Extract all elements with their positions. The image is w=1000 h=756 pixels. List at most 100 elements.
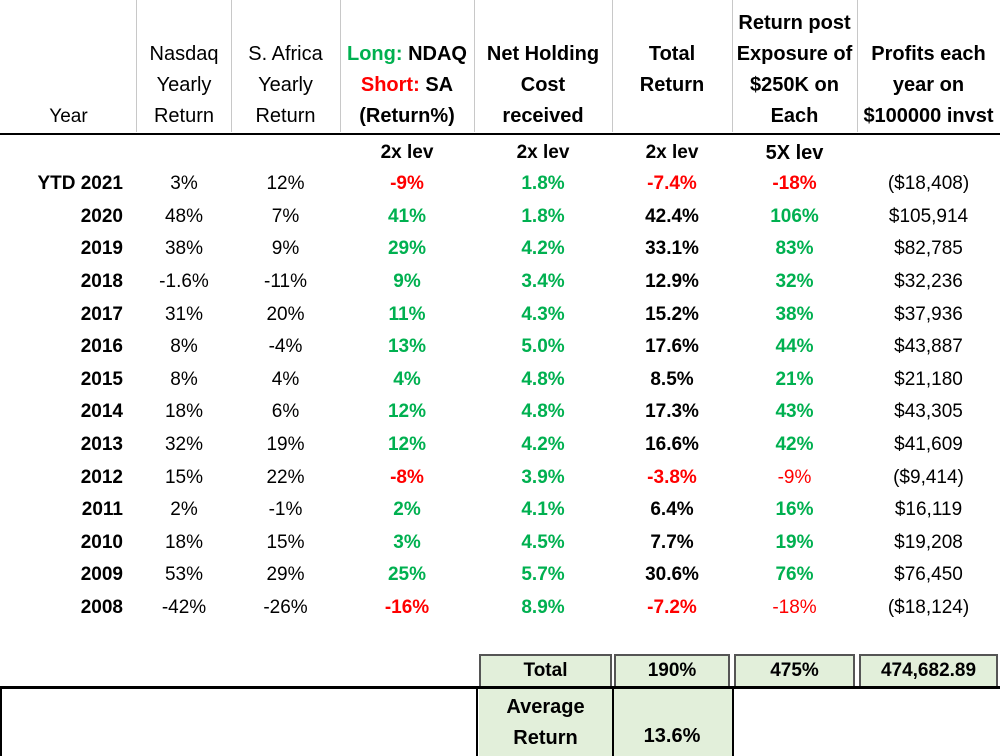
cell-long-short-return: 9% [393, 271, 421, 293]
cell-holding-cost: 4.2% [521, 238, 565, 260]
cell-exposure-return: 21% [775, 368, 814, 390]
cell-safrica-return: 22% [266, 466, 305, 488]
cell-nasdaq-return: 8% [170, 368, 198, 390]
cell-exposure-return: 32% [775, 271, 814, 293]
cell-safrica-return: 19% [266, 434, 305, 456]
cell-nasdaq-return: 32% [164, 434, 204, 456]
cell-nasdaq-return: 18% [164, 531, 204, 553]
cell-holding-cost: 1.8% [521, 205, 565, 227]
cell-total-return: 8.5% [650, 368, 694, 390]
cell-year: 2013 [80, 434, 123, 456]
cell-year: 2014 [80, 401, 123, 423]
cell-safrica-return: 6% [271, 401, 300, 423]
header-divider [340, 0, 341, 132]
cell-year: 2010 [80, 531, 123, 553]
total-label: Total [479, 654, 612, 688]
header-divider [857, 0, 858, 132]
header-profits-line: year on [892, 74, 965, 96]
header-year-label: Year [49, 106, 88, 127]
average-label: Average Return [479, 689, 612, 756]
cell-total-return: 16.6% [645, 434, 699, 456]
cell-safrica-return: 15% [266, 531, 305, 553]
avg-left-border [0, 689, 2, 756]
cell-long-short-return: 13% [387, 336, 427, 358]
header-border [0, 133, 1000, 135]
avg-divider [476, 689, 478, 756]
cell-total-return: -3.8% [647, 466, 697, 488]
sublabel-long-short: 2x lev [380, 142, 434, 163]
cell-safrica-return: 20% [266, 303, 305, 325]
cell-profit: $82,785 [894, 238, 963, 260]
cell-long-short-return: 11% [388, 303, 426, 325]
cell-nasdaq-return: 31% [164, 303, 204, 325]
cell-nasdaq-return: 18% [164, 401, 204, 423]
total-return-sum: 190% [614, 654, 730, 688]
cell-holding-cost: 4.1% [521, 499, 565, 521]
cell-long-short-return: 3% [393, 531, 421, 553]
avg-divider [612, 689, 614, 756]
header-holding-line: Net Holding [486, 43, 600, 65]
cell-exposure-return: 16% [775, 499, 814, 521]
header-holding: Net Holding Cost received [474, 0, 612, 134]
cell-exposure-return: -18% [772, 597, 817, 619]
cell-safrica-return: -1% [268, 499, 303, 521]
header-divider [612, 0, 613, 132]
sublabel-total: 2x lev [645, 142, 699, 163]
header-profits: Profits each year on $100000 invst [857, 0, 1000, 134]
average-value: 13.6% [643, 725, 701, 747]
cell-total-return: 6.4% [650, 499, 694, 521]
cell-profit: $76,450 [894, 564, 963, 586]
cell-nasdaq-return: 8% [170, 336, 198, 358]
header-divider [474, 0, 475, 132]
cell-exposure-return: -18% [772, 173, 817, 195]
cell-safrica-return: -4% [268, 336, 303, 358]
cell-holding-cost: 8.9% [521, 597, 565, 619]
cell-profit: ($9,414) [893, 466, 964, 488]
totals-border [0, 686, 1000, 689]
cell-nasdaq-return: 38% [164, 238, 204, 260]
header-long-short: Long: NDAQ Short: SA (Return%) [340, 0, 474, 134]
header-divider [231, 0, 232, 132]
header-long-line: Long: NDAQ [347, 39, 467, 70]
cell-exposure-return: 38% [775, 303, 814, 325]
cell-holding-cost: 5.7% [521, 564, 565, 586]
cell-safrica-return: 9% [271, 238, 300, 260]
cell-year: 2015 [80, 368, 123, 390]
cell-profit: ($18,408) [887, 173, 970, 195]
cell-long-short-return: 4% [393, 368, 421, 390]
cell-long-short-return: 12% [387, 401, 427, 423]
cell-total-return: 12.9% [645, 271, 699, 293]
cell-safrica-return: 7% [271, 205, 300, 227]
header-total-line: Total [648, 43, 696, 65]
header-exposure: Return post Exposure of $250K on Each [732, 0, 857, 134]
cell-nasdaq-return: 2% [170, 499, 198, 521]
header-total-line: Return [639, 74, 705, 96]
cell-nasdaq-return: -1.6% [159, 271, 209, 293]
cell-exposure-return: 106% [770, 205, 819, 227]
cell-safrica-return: 4% [271, 368, 300, 390]
cell-total-return: -7.2% [647, 597, 697, 619]
cell-profit: ($18,124) [887, 597, 970, 619]
header-safrica: S. Africa Yearly Return [231, 0, 340, 134]
cell-exposure-return: 43% [775, 401, 814, 423]
cell-year: 2011 [81, 499, 123, 521]
cell-nasdaq-return: 48% [164, 205, 204, 227]
long-value: NDAQ [402, 43, 467, 65]
header-exposure-line: $250K on [750, 74, 839, 96]
cell-profit: $41,609 [894, 434, 963, 456]
cell-total-return: 42.4% [645, 205, 699, 227]
cell-year: YTD 2021 [37, 173, 123, 195]
cell-profit: $43,887 [894, 336, 963, 358]
cell-safrica-return: 12% [266, 173, 305, 195]
cell-total-return: -7.4% [647, 173, 697, 195]
cell-profit: $105,914 [888, 205, 969, 227]
cell-nasdaq-return: -42% [161, 597, 207, 619]
average-label-line: Return [513, 726, 578, 749]
cell-long-short-return: 12% [387, 434, 427, 456]
cell-long-short-return: -8% [390, 466, 424, 488]
average-label-line: Average [506, 695, 585, 718]
cell-profit: $32,236 [894, 271, 963, 293]
cell-total-return: 33.1% [645, 238, 699, 260]
cell-holding-cost: 3.4% [521, 271, 565, 293]
header-exposure-line: Exposure of [736, 43, 853, 65]
